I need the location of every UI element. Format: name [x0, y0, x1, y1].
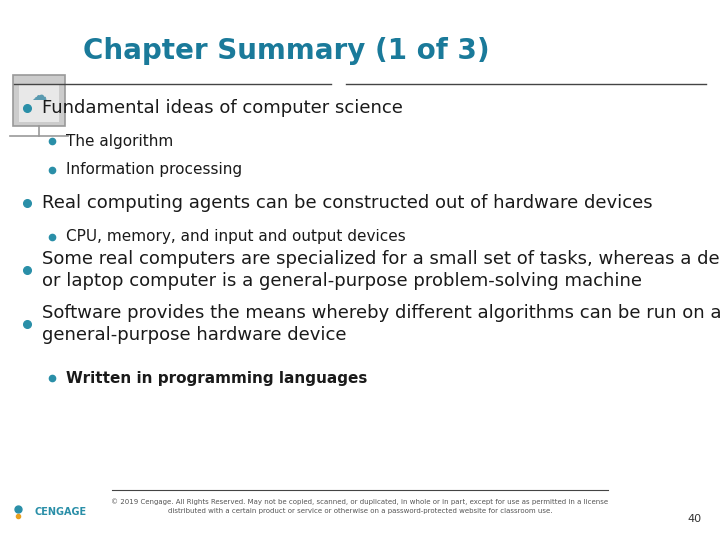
Text: ☁: ☁ — [31, 89, 47, 103]
Text: 40: 40 — [688, 515, 702, 524]
Text: Fundamental ideas of computer science: Fundamental ideas of computer science — [42, 99, 402, 117]
Text: © 2019 Cengage. All Rights Reserved. May not be copied, scanned, or duplicated, : © 2019 Cengage. All Rights Reserved. May… — [112, 498, 608, 515]
Text: Some real computers are specialized for a small set of tasks, whereas a desktop
: Some real computers are specialized for … — [42, 249, 720, 291]
Text: The algorithm: The algorithm — [66, 134, 174, 149]
Text: Information processing: Information processing — [66, 162, 243, 177]
Text: Software provides the means whereby different algorithms can be run on a
general: Software provides the means whereby diff… — [42, 303, 720, 345]
Text: Real computing agents can be constructed out of hardware devices: Real computing agents can be constructed… — [42, 194, 652, 212]
Text: Written in programming languages: Written in programming languages — [66, 370, 368, 386]
Text: Chapter Summary (1 of 3): Chapter Summary (1 of 3) — [83, 37, 490, 65]
Text: CENGAGE: CENGAGE — [35, 507, 86, 517]
Text: CPU, memory, and input and output devices: CPU, memory, and input and output device… — [66, 229, 406, 244]
Bar — [13, 75, 65, 126]
Bar — [19, 84, 59, 122]
